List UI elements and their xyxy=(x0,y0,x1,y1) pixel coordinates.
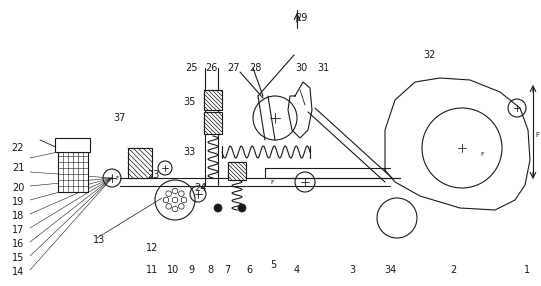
Circle shape xyxy=(214,204,222,212)
Text: 24: 24 xyxy=(194,183,206,193)
Text: F: F xyxy=(270,180,274,184)
Polygon shape xyxy=(128,148,152,178)
Text: F: F xyxy=(535,132,539,138)
Text: 33: 33 xyxy=(183,147,195,157)
Text: 3: 3 xyxy=(349,265,355,275)
Text: 8: 8 xyxy=(207,265,213,275)
Text: 20: 20 xyxy=(12,183,24,193)
Text: 1: 1 xyxy=(524,265,530,275)
Text: F: F xyxy=(115,176,118,180)
Polygon shape xyxy=(204,112,222,134)
Text: 27: 27 xyxy=(228,63,240,73)
Text: 18: 18 xyxy=(12,211,24,221)
Text: F: F xyxy=(480,152,484,158)
Text: 16: 16 xyxy=(12,239,24,249)
Text: 34: 34 xyxy=(384,265,396,275)
Text: 31: 31 xyxy=(317,63,329,73)
Text: 12: 12 xyxy=(146,243,158,253)
Circle shape xyxy=(238,204,246,212)
Text: 25: 25 xyxy=(186,63,198,73)
Text: 13: 13 xyxy=(93,235,105,245)
Text: 37: 37 xyxy=(114,113,126,123)
Text: 14: 14 xyxy=(12,267,24,277)
Text: 30: 30 xyxy=(295,63,307,73)
Text: 15: 15 xyxy=(12,253,24,263)
Text: 35: 35 xyxy=(184,97,196,107)
Text: 7: 7 xyxy=(224,265,230,275)
Text: 26: 26 xyxy=(205,63,217,73)
Text: 17: 17 xyxy=(12,225,24,235)
Polygon shape xyxy=(228,162,246,180)
Text: 10: 10 xyxy=(167,265,179,275)
Text: 21: 21 xyxy=(12,163,24,173)
Text: 19: 19 xyxy=(12,197,24,207)
Text: 6: 6 xyxy=(246,265,252,275)
Polygon shape xyxy=(58,152,88,192)
Text: 9: 9 xyxy=(188,265,194,275)
Text: 32: 32 xyxy=(424,50,436,60)
Text: 4: 4 xyxy=(294,265,300,275)
Polygon shape xyxy=(55,138,90,152)
Text: 5: 5 xyxy=(270,260,276,270)
Polygon shape xyxy=(204,90,222,110)
Text: 29: 29 xyxy=(295,13,307,23)
Text: 11: 11 xyxy=(146,265,158,275)
Text: 28: 28 xyxy=(249,63,261,73)
Text: 2: 2 xyxy=(450,265,456,275)
Text: 23: 23 xyxy=(147,170,159,180)
Text: 22: 22 xyxy=(12,143,24,153)
